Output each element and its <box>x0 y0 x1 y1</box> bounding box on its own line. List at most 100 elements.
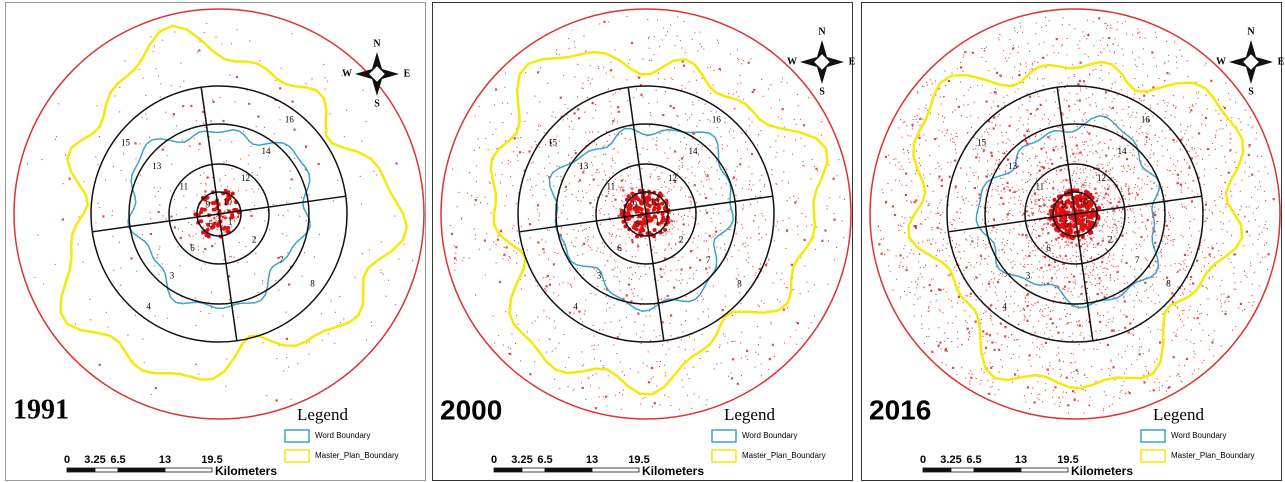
built-up-pixel <box>583 197 584 198</box>
built-up-pixel <box>970 377 972 379</box>
built-up-pixel <box>678 124 679 125</box>
built-up-pixel <box>248 103 250 105</box>
core-cluster <box>661 216 665 220</box>
zone-label: 7 <box>279 255 284 265</box>
built-up-pixel <box>1101 280 1102 281</box>
built-up-pixel <box>1007 243 1008 244</box>
built-up-pixel <box>1023 192 1024 193</box>
built-up-pixel <box>1145 164 1146 165</box>
built-up-pixel <box>632 234 633 235</box>
built-up-pixel <box>1183 261 1184 262</box>
built-up-pixel <box>582 328 583 329</box>
built-up-pixel <box>1042 282 1043 283</box>
built-up-pixel <box>1225 206 1226 207</box>
built-up-pixel <box>635 272 636 273</box>
built-up-pixel <box>608 88 609 89</box>
built-up-pixel <box>641 343 642 344</box>
built-up-pixel <box>1053 52 1054 53</box>
built-up-pixel <box>957 192 958 193</box>
built-up-pixel <box>578 230 579 231</box>
built-up-pixel <box>1135 199 1136 200</box>
built-up-pixel <box>691 166 692 167</box>
built-up-pixel <box>688 225 689 226</box>
scale-segment <box>118 468 165 472</box>
built-up-pixel <box>732 358 734 360</box>
built-up-pixel <box>910 217 911 218</box>
built-up-pixel <box>983 240 984 241</box>
built-up-pixel <box>940 97 941 98</box>
built-up-pixel <box>1199 178 1200 179</box>
built-up-pixel <box>1200 149 1201 150</box>
built-up-pixel <box>1032 63 1033 64</box>
built-up-pixel <box>687 169 688 170</box>
built-up-pixel <box>543 277 544 278</box>
built-up-pixel <box>1109 406 1110 407</box>
built-up-pixel <box>574 313 575 314</box>
built-up-pixel <box>955 144 956 145</box>
built-up-pixel <box>1018 108 1019 109</box>
built-up-pixel <box>838 159 839 160</box>
built-up-pixel <box>834 259 835 260</box>
built-up-pixel <box>1106 28 1107 29</box>
built-up-pixel <box>1119 210 1120 211</box>
built-up-pixel <box>1190 306 1191 307</box>
built-up-pixel <box>493 242 494 243</box>
built-up-pixel <box>1086 38 1087 39</box>
built-up-pixel <box>1010 198 1011 199</box>
built-up-pixel <box>1136 131 1137 132</box>
built-up-pixel <box>180 86 181 87</box>
built-up-pixel <box>614 267 615 268</box>
built-up-pixel <box>626 294 628 296</box>
built-up-pixel <box>134 142 136 144</box>
built-up-pixel <box>610 106 611 107</box>
built-up-pixel <box>1037 398 1038 399</box>
built-up-pixel <box>1053 147 1054 148</box>
built-up-pixel <box>910 201 911 202</box>
built-up-pixel <box>567 108 568 109</box>
built-up-pixel <box>204 194 205 195</box>
built-up-pixel <box>1093 349 1094 350</box>
built-up-pixel <box>1166 41 1167 42</box>
built-up-pixel <box>1097 314 1098 315</box>
built-up-pixel <box>1137 158 1138 159</box>
built-up-pixel <box>1076 252 1077 253</box>
built-up-pixel <box>1009 125 1011 127</box>
built-up-pixel <box>1163 210 1164 211</box>
built-up-pixel <box>1002 249 1003 250</box>
zone-label: 13 <box>152 161 162 171</box>
built-up-pixel <box>705 351 706 352</box>
built-up-pixel <box>617 276 618 277</box>
built-up-pixel <box>771 107 772 108</box>
built-up-pixel <box>1079 80 1081 82</box>
built-up-pixel <box>1063 298 1064 299</box>
built-up-pixel <box>660 361 661 362</box>
built-up-pixel <box>1207 108 1208 109</box>
built-up-pixel <box>108 326 109 327</box>
built-up-pixel <box>598 132 599 133</box>
built-up-pixel <box>1019 225 1020 226</box>
built-up-pixel <box>732 315 733 316</box>
built-up-pixel <box>1129 322 1131 324</box>
built-up-pixel <box>1030 199 1031 200</box>
built-up-pixel <box>959 245 960 246</box>
built-up-pixel <box>571 285 572 286</box>
built-up-pixel <box>1023 258 1024 259</box>
built-up-pixel <box>608 214 609 215</box>
built-up-pixel <box>1056 355 1057 356</box>
built-up-pixel <box>479 147 480 148</box>
built-up-pixel <box>911 249 912 250</box>
built-up-pixel <box>1107 25 1108 26</box>
built-up-pixel <box>1124 314 1125 315</box>
built-up-pixel <box>616 208 617 209</box>
built-up-pixel <box>1036 179 1037 180</box>
built-up-pixel <box>1135 65 1136 66</box>
built-up-pixel <box>946 248 947 249</box>
built-up-pixel <box>918 137 920 139</box>
built-up-pixel <box>740 158 741 159</box>
built-up-pixel <box>739 163 741 165</box>
built-up-pixel <box>1191 200 1193 202</box>
built-up-pixel <box>941 168 942 169</box>
built-up-pixel <box>650 176 651 177</box>
built-up-pixel <box>752 266 753 267</box>
built-up-pixel <box>274 133 275 134</box>
